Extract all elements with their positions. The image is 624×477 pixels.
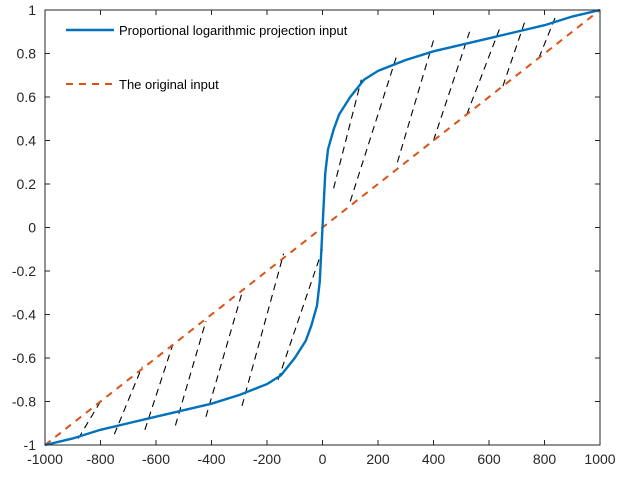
projection-line-3 (174, 320, 207, 426)
x-tick-label: -1000 (27, 451, 63, 467)
projection-line-4 (205, 292, 243, 417)
y-tick-label: -1 (24, 437, 37, 453)
y-tick-label: 0.4 (17, 133, 37, 149)
y-tick-label: -0.8 (12, 394, 36, 410)
projection-line-7 (333, 79, 362, 189)
projection-line-6 (277, 249, 324, 380)
chart-marks (44, 8, 601, 447)
x-tick-label: 600 (477, 451, 501, 467)
x-tick-label: -600 (142, 451, 170, 467)
x-tick-label: -800 (86, 451, 114, 467)
legend-label-original: The original input (119, 77, 219, 92)
x-tick-label: 400 (422, 451, 446, 467)
y-tick-label: 0.8 (17, 46, 37, 62)
projection-line-2 (144, 344, 174, 430)
projection-line-11 (466, 27, 501, 115)
projection-line-8 (349, 53, 398, 202)
y-tick-label: -0.2 (12, 263, 36, 279)
y-tick-label: 0 (28, 220, 36, 236)
x-tick-label: 800 (533, 451, 557, 467)
y-tick-label: 0.2 (17, 176, 37, 192)
y-tick-label: 1 (28, 2, 36, 18)
legend: Proportional logarithmic projection inpu… (66, 23, 348, 92)
x-tick-label: 1000 (584, 451, 615, 467)
projection-line-1 (113, 366, 143, 435)
y-tick-label: 0.6 (17, 89, 37, 105)
x-tick-label: -400 (197, 451, 225, 467)
y-tick-label: -0.6 (12, 350, 36, 366)
axis-ticks: -1000 -800 -600 -400 -200 0 200 400 600 800 1000 -1… (12, 2, 616, 467)
x-tick-label: 200 (366, 451, 390, 467)
x-tick-label: 0 (319, 451, 327, 467)
y-tick-label: -0.4 (12, 307, 36, 323)
x-tick-label: -200 (253, 451, 281, 467)
projection-line-9 (396, 40, 435, 163)
legend-label-projection: Proportional logarithmic projection inpu… (119, 23, 348, 38)
projection-curve (44, 8, 601, 447)
projection-line-5 (241, 253, 285, 406)
